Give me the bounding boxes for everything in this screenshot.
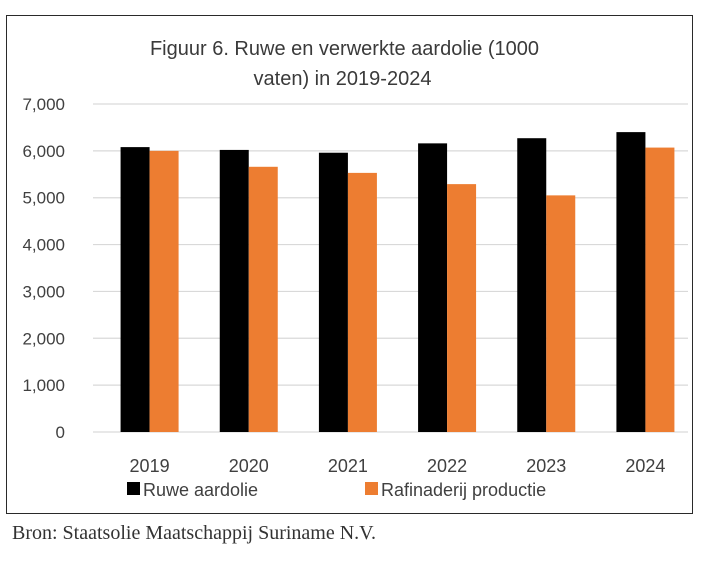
x-axis-ticks: 2019 2020 2021 2022 2023 2024: [130, 456, 666, 476]
legend-marker: [365, 482, 378, 495]
y-tick-label: 7,000: [22, 95, 65, 114]
gridlines: [93, 103, 688, 433]
bars: [120, 132, 675, 433]
bar-ruwe-aardolie-2020: [219, 149, 249, 433]
bar-ruwe-aardolie-2023: [517, 138, 547, 432]
bar-ruwe-aardolie-2021: [318, 152, 348, 432]
legend-marker: [127, 482, 140, 495]
bar-rafinaderij-productie-2022: [447, 184, 477, 432]
legend-label: Ruwe aardolie: [143, 480, 258, 500]
legend: Ruwe aardolie Rafinaderij productie: [127, 480, 546, 500]
legend-label: Rafinaderij productie: [381, 480, 546, 500]
bar-rafinaderij-productie-2023: [546, 195, 576, 432]
y-tick-label: 0: [56, 423, 65, 442]
x-tick-label: 2019: [130, 456, 170, 476]
bar-rafinaderij-productie-2024: [645, 147, 675, 432]
y-tick-label: 4,000: [22, 236, 65, 255]
bar-ruwe-aardolie-2019: [120, 147, 150, 432]
chart-title-line-1: Figuur 6. Ruwe en verwerkte aardolie (10…: [149, 38, 540, 60]
bar-rafinaderij-productie-2020: [248, 166, 278, 432]
bar-rafinaderij-productie-2021: [347, 172, 377, 432]
y-tick-label: 1,000: [22, 376, 65, 395]
chart-title-line-2: vaten) in 2019-2024: [253, 68, 432, 90]
x-tick-label: 2021: [328, 456, 368, 476]
source-note: Bron: Staatsolie Maatschappij Suriname N…: [12, 522, 377, 544]
y-tick-label: 3,000: [22, 282, 65, 301]
x-tick-label: 2024: [625, 456, 665, 476]
y-tick-label: 2,000: [22, 329, 65, 348]
y-axis-ticks: 0 1,000 2,000 3,000 4,000 5,000 6,000 7,000: [22, 95, 65, 442]
y-tick-label: 6,000: [22, 142, 65, 161]
bar-rafinaderij-productie-2019: [149, 150, 179, 432]
x-tick-label: 2020: [229, 456, 269, 476]
bar-ruwe-aardolie-2024: [616, 132, 646, 432]
x-tick-label: 2022: [427, 456, 467, 476]
bar-ruwe-aardolie-2022: [418, 143, 448, 433]
x-tick-label: 2023: [526, 456, 566, 476]
y-tick-label: 5,000: [22, 189, 65, 208]
